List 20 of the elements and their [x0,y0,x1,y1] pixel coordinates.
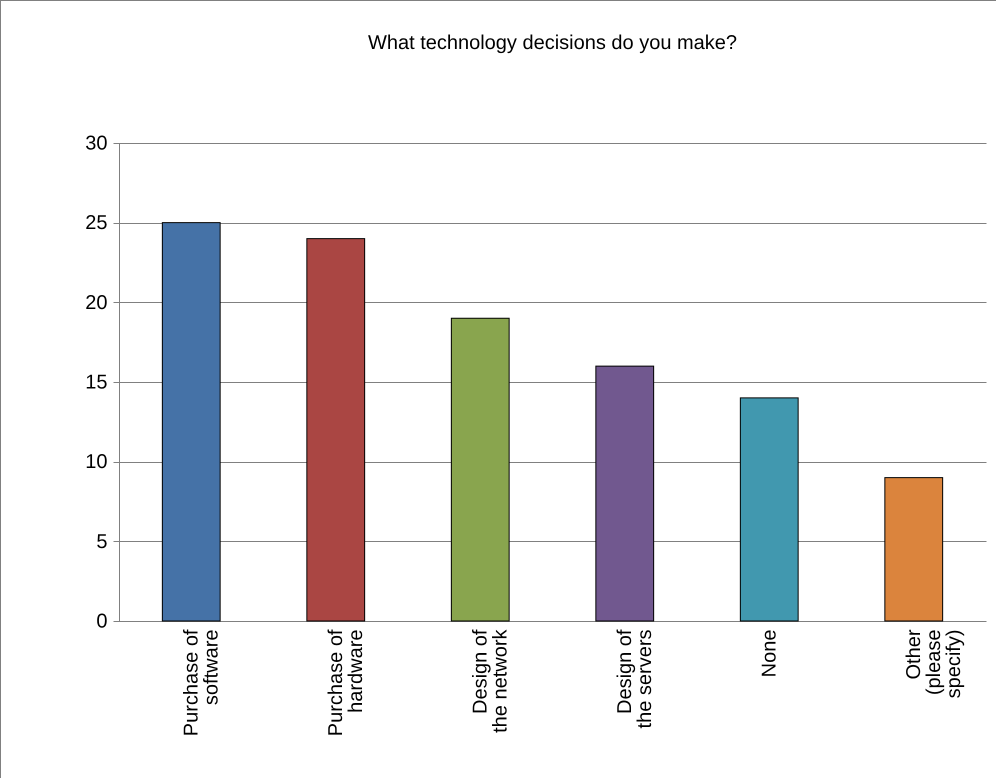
bar [450,318,510,622]
x-tick-label: Design of the network [469,628,512,733]
y-tick-label: 10 [85,451,108,474]
y-tick-label: 5 [96,530,108,553]
y-tick-label: 20 [85,292,108,314]
y-tick-label: 30 [85,132,108,154]
y-tick-label: 0 [96,610,108,632]
x-tick-label: Other (please specify) [902,629,965,698]
bar [740,397,799,622]
y-tick-label: 15 [85,372,108,394]
bar [595,366,654,622]
chart-title: What technology decisions do you make? [368,32,738,54]
x-tick-label: None [758,630,780,678]
bar [162,222,221,622]
bar [306,238,366,622]
x-tick-label: Purchase of software [180,629,222,736]
x-tick-label: Purchase of hardware [324,629,367,736]
x-tick-label: Design of the servers [614,629,656,728]
y-tick-label: 25 [85,212,108,234]
bar [884,477,944,622]
